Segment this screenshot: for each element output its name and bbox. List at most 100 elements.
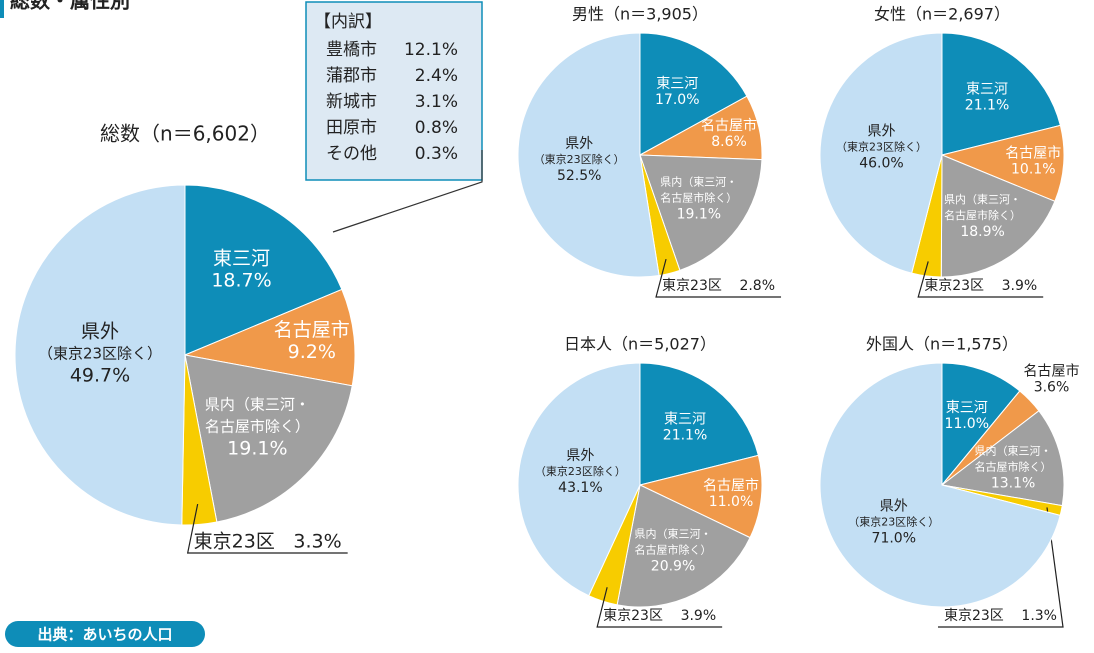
- slice-label: 名古屋市: [274, 319, 350, 341]
- value-label: 8.6%: [711, 134, 747, 150]
- pie-slice: [183, 288, 356, 387]
- pie-slice: [616, 484, 751, 608]
- slice-label: 名古屋市: [703, 477, 759, 494]
- slice-label: 名古屋市: [701, 117, 757, 134]
- slice-label: 東京23区: [662, 278, 722, 294]
- slice-label: 名古屋市除く）: [635, 542, 712, 556]
- slice-label: 東京23区: [944, 608, 1004, 624]
- slice-label: 名古屋市除く）: [205, 417, 310, 435]
- value-label: 71.0%: [872, 530, 916, 546]
- breakdown-value: 3.1%: [415, 92, 458, 112]
- value-label: 3.3%: [293, 531, 341, 553]
- value-label: 9.2%: [288, 341, 336, 363]
- slice-label: 県内（東三河・: [944, 192, 1021, 206]
- pie-slice: [941, 362, 1021, 487]
- slice-label: 県内（東三河・: [635, 526, 712, 540]
- breakdown-value: 0.3%: [415, 144, 458, 164]
- slice-label: （東京23区除く）: [848, 514, 939, 528]
- leader-line: [596, 587, 723, 628]
- chart-title: 男性（n＝3,905）: [572, 5, 708, 24]
- leader-line: [937, 507, 1064, 628]
- slice-label: （東京23区除く）: [534, 152, 625, 166]
- source: 出典：あいちの人口: [37, 626, 172, 644]
- value-label: 3.9%: [1002, 278, 1038, 294]
- slice-label: （東京23区除く）: [836, 139, 927, 153]
- pie-slice: [639, 362, 759, 486]
- value-label: 18.9%: [960, 224, 1004, 240]
- value-label: 3.9%: [681, 608, 717, 624]
- breakdown-name: 新城市: [326, 92, 377, 112]
- breakdown-name: その他: [326, 144, 377, 164]
- slice-label: （東京23区除く）: [38, 345, 162, 363]
- slice-label: 名古屋市除く）: [660, 191, 737, 205]
- leader-line: [917, 261, 1044, 298]
- slice-label: 名古屋市: [1023, 363, 1079, 380]
- breakdown-box: [305, 1, 483, 181]
- breakdown-title: 【内訳】: [314, 12, 382, 32]
- slice-label: 東三河: [946, 400, 988, 416]
- slice-label: 東三河: [656, 76, 698, 92]
- chart-title: 日本人（n＝5,027）: [564, 335, 716, 354]
- pie-slice: [184, 184, 343, 356]
- value-label: 10.1%: [1011, 162, 1055, 178]
- slice-label: 東三河: [664, 411, 706, 427]
- value-label: 19.1%: [677, 207, 721, 223]
- pie-slice: [940, 410, 1065, 507]
- value-label: 21.1%: [663, 427, 707, 443]
- slice-label: 県内（東三河・: [205, 395, 310, 413]
- chart-title: 女性（n＝2,697）: [874, 5, 1010, 24]
- breakdown-value: 2.4%: [415, 66, 458, 86]
- slice-label: （東京23区除く）: [535, 464, 626, 478]
- slice-label: 名古屋市: [1005, 145, 1061, 162]
- leader-line: [186, 503, 348, 554]
- breakdown-name: 蒲郡市: [326, 66, 377, 86]
- breakdown-leader: [332, 150, 483, 233]
- value-label: 19.1%: [227, 437, 287, 459]
- value-label: 20.9%: [651, 558, 695, 574]
- pie-slice: [639, 154, 763, 271]
- slice-label: 東三河: [213, 248, 270, 270]
- pie-slice: [819, 362, 1061, 608]
- value-label: 43.1%: [558, 480, 602, 496]
- leader-line: [655, 258, 782, 298]
- value-label: 21.1%: [965, 97, 1009, 113]
- value-label: 18.7%: [211, 270, 271, 292]
- value-label: 1.3%: [1021, 608, 1057, 624]
- value-label: 11.0%: [945, 416, 989, 432]
- value-label: 3.6%: [1034, 380, 1070, 396]
- slice-label: 東京23区: [603, 608, 663, 624]
- slice-label: 県外: [565, 136, 593, 152]
- source-pill: [5, 621, 205, 647]
- slice-label: 県外: [880, 498, 908, 514]
- pie-slice: [819, 32, 943, 274]
- breakdown-value: 12.1%: [404, 40, 458, 60]
- pie-slice: [941, 32, 1061, 156]
- slice-label: 県内（東三河・: [660, 175, 737, 189]
- value-label: 2.8%: [739, 278, 775, 294]
- slice-label: 東京23区: [194, 531, 275, 553]
- pie-slice: [184, 354, 353, 523]
- value-label: 13.1%: [991, 475, 1035, 491]
- value-label: 46.0%: [859, 155, 903, 171]
- slice-label: 名古屋市除く）: [975, 459, 1052, 473]
- value-label: 17.0%: [655, 92, 699, 108]
- header-bar: [0, 0, 4, 18]
- pie-slice: [639, 32, 748, 156]
- pie-slice: [517, 362, 641, 597]
- pie-slice: [940, 154, 1056, 278]
- value-label: 52.5%: [557, 168, 601, 184]
- slice-label: 県外: [81, 321, 119, 343]
- breakdown-value: 0.8%: [415, 118, 458, 138]
- slice-label: 東三河: [966, 81, 1008, 97]
- pie-slice: [14, 184, 186, 526]
- chart-title: 総数（n＝6,602）: [100, 122, 270, 146]
- pie-slice: [940, 124, 1065, 202]
- slice-label: 県外: [566, 448, 594, 464]
- breakdown-name: 田原市: [326, 118, 377, 138]
- value-label: 11.0%: [709, 494, 753, 510]
- chart-title: 外国人（n＝1,575）: [866, 335, 1018, 354]
- slice-label: 東京23区: [924, 278, 984, 294]
- pie-slice: [517, 32, 660, 278]
- page-title: 総数・属性別: [10, 0, 130, 13]
